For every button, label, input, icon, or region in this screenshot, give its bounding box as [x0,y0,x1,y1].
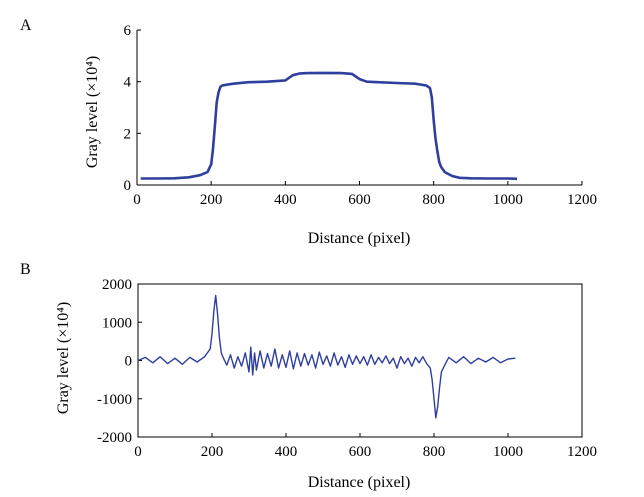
x-tick-label: 200 [201,444,224,460]
x-tick-label: 600 [349,444,372,460]
panel-b-x-axis-label: Distance (pixel) [308,474,411,491]
panel-a-series [140,71,518,181]
x-tick-label: 800 [422,192,445,208]
panel-a: A 0 200 400 600 800 1000 1200 0 2 4 6 Distance (pi… [20,17,597,247]
x-tick-label: 600 [348,192,371,208]
panel-b-y-axis-label: Gray level (×10⁴) [55,302,72,414]
plot-frame [137,283,583,438]
panel-b: B 0 200 400 600 800 1000 1200 2000 1000 0 -1000 -20… [20,261,597,491]
series-line [140,71,518,181]
series-line [137,294,516,419]
x-tick-label: 1200 [567,192,597,208]
y-tick-label: 0 [125,354,133,370]
x-tick-label: 200 [200,192,223,208]
panel-b-axes: 0 200 400 600 800 1000 1200 2000 1000 0 -1000 -2000 [97,277,597,460]
panel-b-series [137,294,516,419]
panel-a-y-axis-label: Gray level (×10⁴) [84,56,101,168]
panel-label-a: A [20,17,32,34]
panel-a-axes: 0 200 400 600 800 1000 1200 0 2 4 6 [124,23,598,208]
x-tick-label: 1000 [493,444,523,460]
x-tick-label: 0 [134,444,142,460]
panel-label-b: B [20,261,31,278]
y-tick-label: -1000 [97,392,132,408]
y-tick-label: 0 [124,178,132,194]
x-tick-label: 1200 [567,444,597,460]
y-tick-label: -2000 [97,430,132,446]
y-tick-label: 2000 [102,277,132,293]
y-tick-label: 1000 [102,315,132,331]
y-tick-label: 4 [124,75,132,91]
x-tick-label: 400 [275,444,298,460]
x-tick-label: 400 [274,192,297,208]
x-tick-label: 1000 [493,192,523,208]
x-tick-label: 0 [133,192,141,208]
y-tick-label: 6 [124,23,132,39]
x-tick-label: 800 [423,444,446,460]
panel-a-x-axis-label: Distance (pixel) [308,230,411,247]
y-tick-label: 2 [124,126,132,142]
